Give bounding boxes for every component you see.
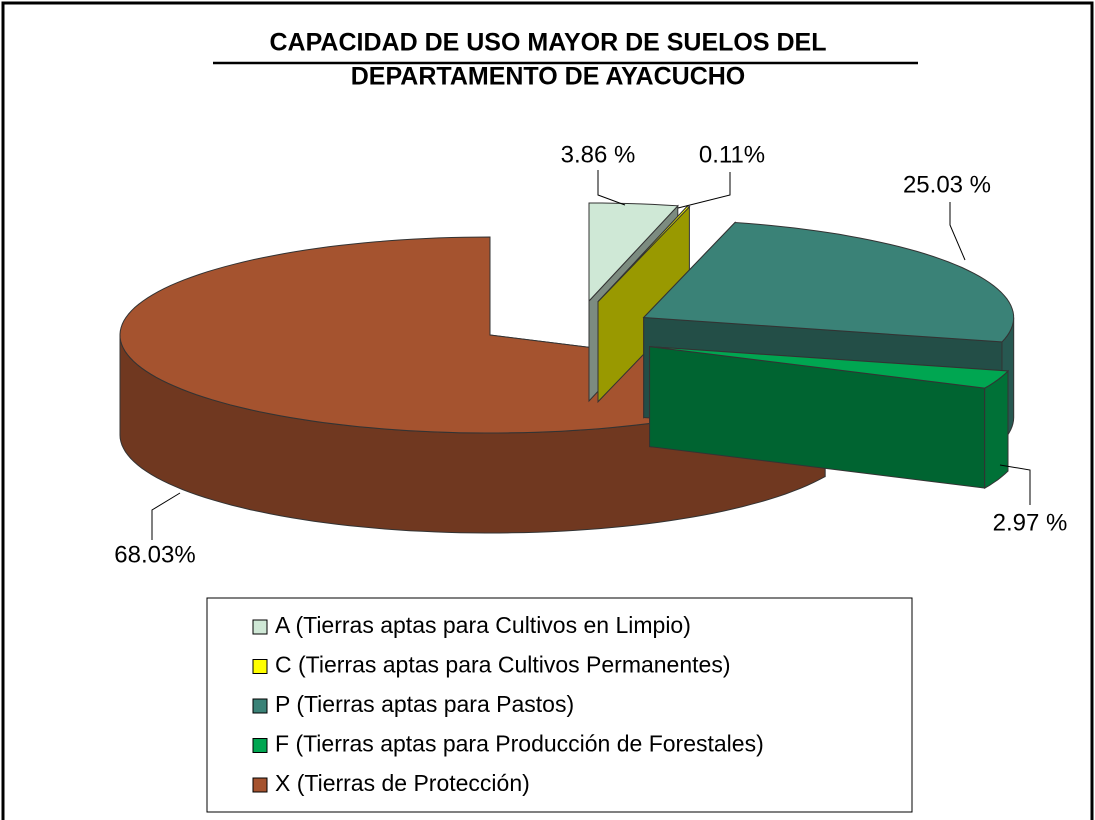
chart-title: CAPACIDAD DE USO MAYOR DE SUELOS DEL [269,29,826,57]
data-label: 2.97 % [993,509,1068,536]
legend-swatch [252,659,268,674]
leader-line [151,492,181,540]
legend-box [206,597,913,813]
data-label: 68.03% [114,541,195,568]
legend: A (Tierras aptas para Cultivos en Limpio… [252,612,764,796]
legend-label: A (Tierras aptas para Cultivos en Limpio… [275,612,691,638]
data-labels: 3.86 % 0.11% 25.03 % 2.97 % 68.03% [114,141,1067,568]
legend-swatch [252,777,268,793]
legend-label: X (Tierras de Protección) [275,770,530,796]
slice-wall [984,369,1009,489]
slice [597,206,691,303]
leader-line [677,172,731,209]
data-label: 25.03 % [903,171,991,198]
legend-swatch [252,619,268,635]
leader-line [949,202,966,261]
legend-swatch [252,698,268,714]
chart-title: DEPARTAMENTO DE AYACUCHO [351,63,746,91]
legend-label: C (Tierras aptas para Cultivos Permanent… [275,652,731,678]
legend-label: P (Tierras aptas para Pastos) [275,691,574,717]
legend-label: F (Tierras aptas para Producción de Fore… [275,731,764,757]
slice [588,202,679,303]
legend-swatch [252,738,268,753]
slice [642,221,1015,343]
pie [119,202,1015,534]
slice [649,346,1010,389]
leader-line [597,170,626,206]
data-label: 3.86 % [561,141,636,168]
leader-line [999,464,1031,505]
data-label: 0.11% [699,141,765,168]
